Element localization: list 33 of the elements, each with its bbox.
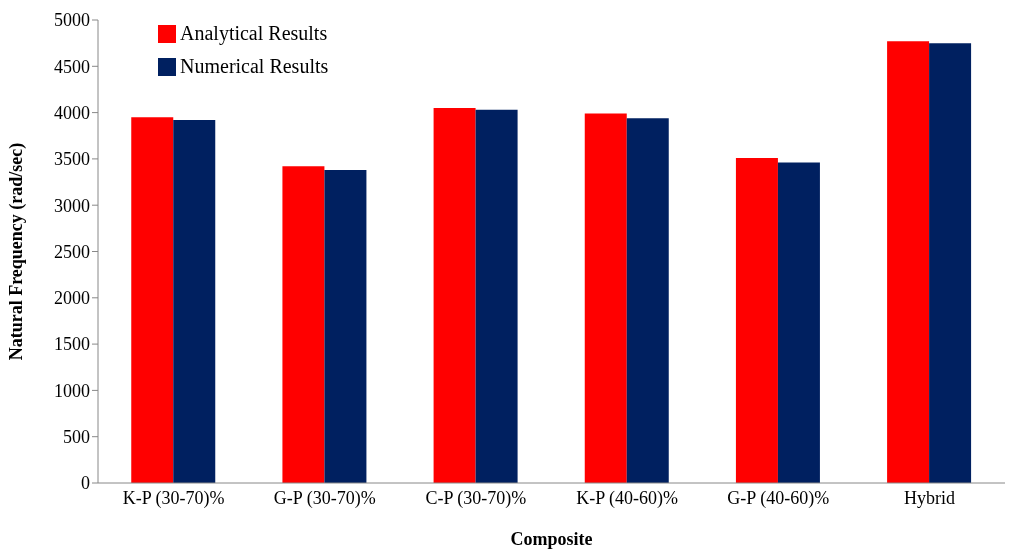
bar [324,170,367,483]
bar [735,157,778,483]
legend-label: Numerical Results [180,55,329,78]
y-tick-label: 5000 [54,10,90,31]
bar [475,109,518,483]
y-tick-label: 500 [63,427,90,448]
bar [433,107,476,483]
bar [626,118,669,483]
bar [929,43,972,483]
y-tick-label: 1500 [54,334,90,355]
y-tick-label: 3500 [54,149,90,170]
y-tick-label: 2000 [54,288,90,309]
x-tick-label: C-P (30-70)% [425,487,527,509]
y-tick-label: 0 [81,473,90,494]
y-axis-title: Natural Frequency (rad/sec) [6,142,28,361]
legend-label: Analytical Results [180,22,328,45]
bar [584,113,627,483]
bar [131,117,174,483]
x-tick-label: K-P (30-70)% [122,487,225,509]
y-tick-label: 4000 [54,102,90,123]
x-tick-label: G-P (30-70)% [273,487,376,509]
bar [777,162,820,483]
y-tick-label: 1000 [54,380,90,401]
bar [887,41,930,483]
bar [173,120,216,483]
x-tick-label: K-P (40-60)% [576,487,678,509]
x-tick-label: Hybrid [903,487,955,508]
y-tick-label: 4500 [54,56,90,77]
x-tick-label: G-P (40-60)% [727,487,830,509]
bar [282,166,325,483]
x-axis-title: Composite [510,529,593,549]
y-tick-label: 2500 [54,241,90,262]
y-tick-label: 3000 [54,195,90,216]
